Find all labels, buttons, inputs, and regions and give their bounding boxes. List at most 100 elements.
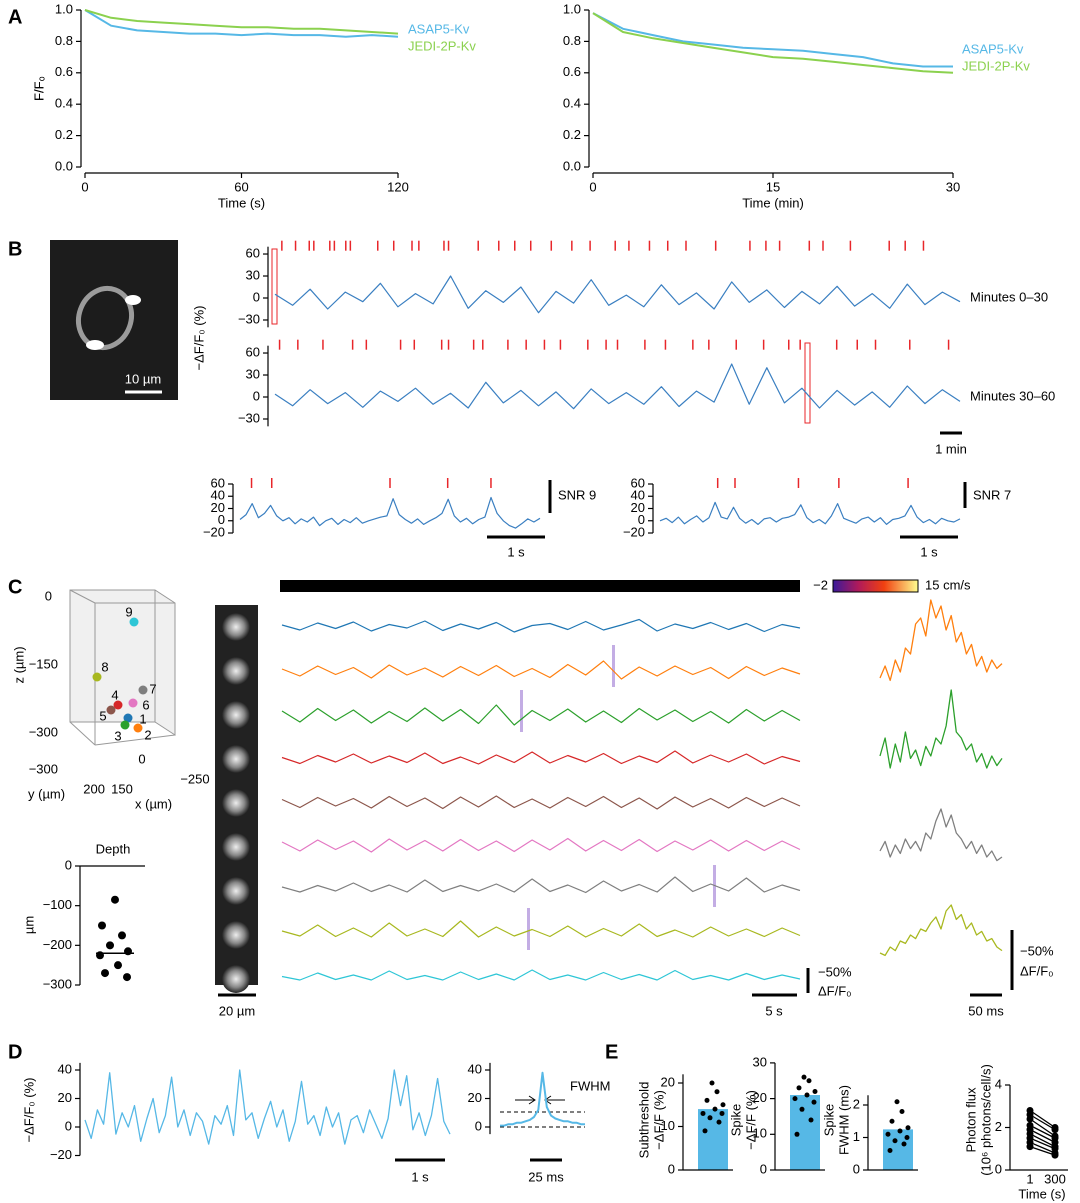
- x-tick-label: 15: [766, 179, 780, 194]
- z-tick-label: 0: [45, 588, 52, 603]
- snr-label: SNR 7: [973, 487, 1011, 502]
- trace: [281, 795, 801, 810]
- dot: [1026, 1143, 1034, 1151]
- y-tick-label: 60: [211, 475, 225, 490]
- dot: [124, 947, 132, 956]
- trace-label: Minutes 30–60: [970, 388, 1055, 403]
- dot: [901, 1141, 907, 1147]
- colorbar: [832, 579, 919, 593]
- highlight-box: [271, 248, 278, 325]
- trace: [500, 1071, 585, 1127]
- dot: [719, 1110, 725, 1116]
- y-tick-label: −300: [43, 976, 72, 991]
- y-tick-label: −200: [43, 937, 72, 952]
- x-tick-label: 300: [1044, 1171, 1066, 1186]
- trace: [281, 920, 801, 938]
- y-axis-label: y (µm): [28, 786, 65, 801]
- cell-point: [133, 723, 143, 733]
- cell-label: 5: [99, 708, 106, 723]
- scale-label: 1 s: [411, 1169, 429, 1184]
- cell-label: 2: [144, 727, 151, 742]
- y-tick-label: 40: [211, 488, 225, 503]
- speed-strip: [280, 580, 800, 592]
- cell-label: 1: [139, 711, 146, 726]
- dot: [899, 1109, 905, 1114]
- y-tick-label: 30: [753, 1054, 767, 1069]
- y-tick-label: 1.0: [55, 1, 73, 16]
- y-tick-label: 0.2: [563, 127, 581, 142]
- z-tick-label: −300: [29, 724, 58, 739]
- scale-label: 50 ms: [968, 1003, 1004, 1018]
- y-tick-label: −20: [50, 1147, 72, 1162]
- cell-point: [129, 617, 139, 627]
- trace: [281, 969, 801, 981]
- y-tick-label: 0: [668, 1161, 675, 1176]
- panel-label: E: [605, 1041, 618, 1063]
- highlight-box: [804, 342, 811, 424]
- legend-label: JEDI-2P-Kv: [962, 58, 1030, 73]
- y-tick-label: 0: [65, 857, 72, 872]
- scale-label: 25 ms: [528, 1169, 564, 1184]
- y-tick-label: 2: [995, 1119, 1002, 1134]
- y-tick-label: 0: [253, 289, 260, 304]
- y-tick-label: 20: [211, 500, 225, 515]
- dot: [712, 1106, 718, 1112]
- dot: [808, 1117, 814, 1123]
- trace-label: Minutes 0–30: [970, 289, 1048, 304]
- y-tick-label: 2: [853, 1096, 860, 1111]
- x-axis-label: Time (s): [1018, 1186, 1065, 1201]
- trace: [281, 750, 801, 765]
- dot: [702, 1128, 708, 1134]
- x-tick-label: 120: [387, 179, 409, 194]
- x-tick-label: 0: [138, 751, 145, 766]
- x-tick-label: 30: [946, 179, 960, 194]
- y-tick-label: 0.2: [55, 127, 73, 142]
- dot: [804, 1092, 810, 1098]
- cell-point: [92, 672, 102, 682]
- event-marker: [520, 690, 523, 732]
- y-tick-label: 0.6: [55, 64, 73, 79]
- y-axis-label: −ΔF/F₀ (%): [21, 1078, 36, 1143]
- y-tick-label: 0.4: [55, 96, 73, 111]
- y-tick-label: 40: [468, 1061, 482, 1076]
- y-tick-label: 0.0: [55, 158, 73, 173]
- y-tick-label: 30: [246, 267, 260, 282]
- x-tick-label: 150: [111, 781, 133, 796]
- cell-label: 6: [142, 697, 149, 712]
- panel-label: D: [8, 1041, 22, 1063]
- cell-thumb: [222, 745, 250, 773]
- y-tick-label: −30: [238, 311, 260, 326]
- y-axis-label: F/F₀: [31, 76, 46, 101]
- line: [592, 12, 954, 74]
- dot: [892, 1138, 898, 1144]
- line: [84, 9, 399, 38]
- y-tick-label: 20: [661, 1074, 675, 1089]
- dot: [905, 1125, 911, 1131]
- legend-label: JEDI-2P-Kv: [408, 38, 476, 53]
- y-axis-label: −ΔF/F₀ (%): [191, 306, 206, 371]
- cell-point: [138, 685, 148, 695]
- plot-title: Depth: [96, 841, 131, 856]
- dot: [1051, 1126, 1059, 1134]
- dot: [894, 1099, 900, 1105]
- y-tick-label: 40: [58, 1061, 72, 1076]
- y-tick-label: 200: [83, 781, 105, 796]
- dot: [118, 931, 126, 940]
- x-tick-label: −250: [180, 771, 209, 786]
- cell-point: [106, 705, 116, 715]
- dot: [904, 1135, 910, 1140]
- dot: [806, 1078, 812, 1084]
- cell-label: 9: [125, 604, 132, 619]
- dot: [714, 1089, 720, 1095]
- colorbar-label: 15 cm/s: [925, 577, 971, 592]
- scale-label: ΔF/F₀: [1020, 963, 1054, 978]
- y-tick-label: 30: [246, 366, 260, 381]
- cell-thumb: [222, 701, 250, 729]
- dot: [111, 895, 119, 904]
- y-tick-label: −20: [623, 524, 645, 539]
- cell-label: 4: [111, 687, 118, 702]
- trace: [281, 618, 801, 633]
- scale-label: 1 s: [920, 544, 938, 559]
- scale-label: 20 µm: [219, 1003, 255, 1018]
- cell-thumb: [222, 921, 250, 949]
